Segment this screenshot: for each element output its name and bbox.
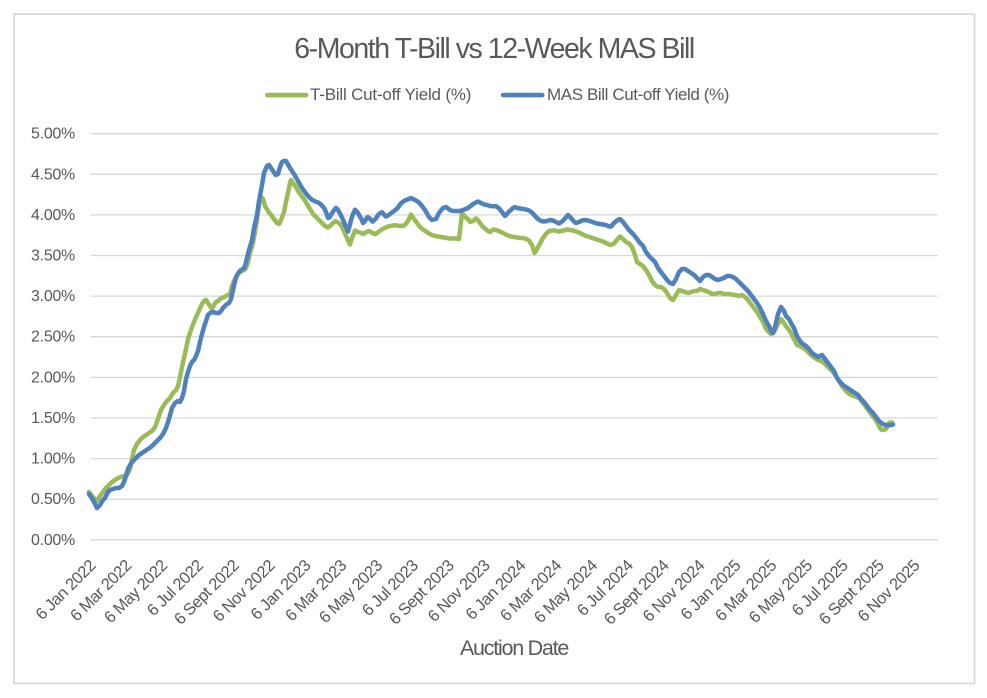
svg-text:1.50%: 1.50% — [31, 410, 75, 427]
svg-text:1.00%: 1.00% — [31, 451, 75, 468]
svg-text:Auction Date: Auction Date — [460, 636, 568, 660]
svg-text:4.50%: 4.50% — [31, 166, 75, 183]
svg-text:T-Bill Cut-off Yield (%): T-Bill Cut-off Yield (%) — [310, 85, 471, 104]
svg-text:4.00%: 4.00% — [31, 207, 75, 224]
svg-text:0.50%: 0.50% — [31, 491, 75, 508]
svg-text:3.50%: 3.50% — [31, 248, 75, 265]
svg-text:6-Month T-Bill vs 12-Week MAS: 6-Month T-Bill vs 12-Week MAS Bill — [294, 33, 694, 65]
svg-text:3.00%: 3.00% — [31, 288, 75, 305]
svg-text:5.00%: 5.00% — [31, 126, 75, 143]
svg-text:0.00%: 0.00% — [31, 532, 75, 549]
svg-text:2.00%: 2.00% — [31, 369, 75, 386]
svg-text:2.50%: 2.50% — [31, 329, 75, 346]
svg-text:MAS Bill Cut-off Yield (%): MAS Bill Cut-off Yield (%) — [547, 85, 729, 104]
